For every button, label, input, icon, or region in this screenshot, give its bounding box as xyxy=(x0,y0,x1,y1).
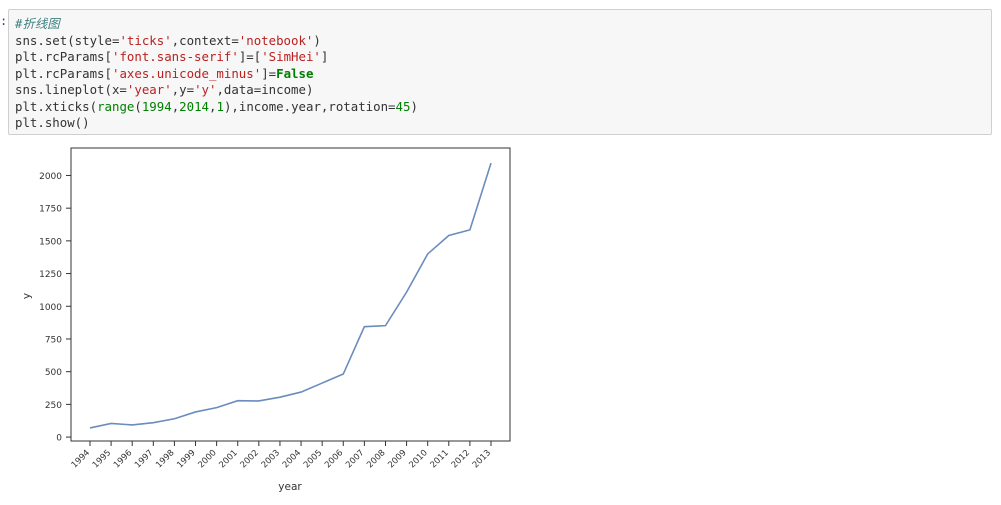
x-tick-label: 1995 xyxy=(91,448,113,470)
code-token: range xyxy=(97,98,135,114)
code-line: plt.rcParams['font.sans-serif']=['SimHei… xyxy=(15,49,991,66)
y-tick-label: 1500 xyxy=(39,237,62,247)
code-token: ] xyxy=(320,49,329,64)
code-token: #折线图 xyxy=(15,16,60,31)
x-tick-label: 2006 xyxy=(323,448,345,470)
code-token: ]= xyxy=(261,65,277,81)
y-tick-label: 500 xyxy=(45,368,62,378)
cell-prompt: : xyxy=(0,14,8,28)
x-tick-label: 1999 xyxy=(175,448,197,470)
code-token: ,context= xyxy=(171,32,239,48)
code-line: #折线图 xyxy=(15,16,991,33)
code-token: , xyxy=(171,98,180,114)
x-axis-label: year xyxy=(278,481,302,493)
code-token: plt.rcParams[ xyxy=(15,65,112,81)
code-token: 'font.sans-serif' xyxy=(111,49,239,64)
code-token: ) xyxy=(410,98,418,114)
axes-frame xyxy=(70,147,511,442)
y-tick-label: 1000 xyxy=(39,303,62,313)
code-token: ( xyxy=(134,98,142,114)
x-tick-label: 2002 xyxy=(239,448,261,470)
code-token: , xyxy=(209,98,217,114)
x-tick-label: 2004 xyxy=(281,448,303,470)
x-tick-label: 2001 xyxy=(217,448,239,470)
x-tick-label: 1997 xyxy=(133,448,155,470)
output-area: 0 250 500 750 1000 1250 1500 1750 2000 1994 1995 1… xyxy=(0,140,540,501)
x-axis-ticks: 1994199519961997199819992000200120022003… xyxy=(70,441,493,470)
code-token: 1994 xyxy=(141,98,172,114)
x-tick-label: 1996 xyxy=(112,448,134,470)
code-token: ,y= xyxy=(171,82,195,97)
code-token: 2014 xyxy=(179,98,209,114)
code-token: plt.xticks( xyxy=(15,98,98,114)
code-token: 1 xyxy=(216,98,224,114)
x-tick-label: 2007 xyxy=(344,448,366,470)
code-token: plt.rcParams[ xyxy=(15,49,112,64)
x-tick-label: 2009 xyxy=(386,448,408,470)
code-token: 45 xyxy=(395,98,411,114)
code-token: plt.show() xyxy=(15,115,90,130)
x-tick-label: 2011 xyxy=(429,448,451,470)
code-token: ]=[ xyxy=(238,49,262,64)
code-token: 'year' xyxy=(126,82,172,97)
code-cell[interactable]: #折线图 sns.set(style='ticks',context='noteb… xyxy=(8,9,992,135)
x-tick-label: 2012 xyxy=(450,448,472,470)
code-token: sns.lineplot(x= xyxy=(15,82,127,97)
code-token: 'SimHei' xyxy=(261,49,321,64)
y-tick-label: 250 xyxy=(45,401,62,411)
x-tick-label: 2005 xyxy=(302,448,324,470)
code-line: sns.set(style='ticks',context='notebook'… xyxy=(15,33,991,50)
code-token: 'ticks' xyxy=(119,32,172,48)
y-tick-label: 2000 xyxy=(39,172,62,182)
code-line: sns.lineplot(x='year',y='y',data=income) xyxy=(15,82,991,99)
y-tick-label: 1750 xyxy=(39,205,62,215)
x-tick-label: 1998 xyxy=(154,448,176,470)
code-line: plt.show() xyxy=(15,115,991,132)
x-tick-label: 1994 xyxy=(70,448,92,470)
x-tick-label: 2000 xyxy=(196,448,218,470)
y-axis-ticks: 0 250 500 750 1000 1250 1500 1750 2000 xyxy=(39,172,71,444)
x-tick-label: 2003 xyxy=(260,448,282,470)
y-axis-label: y xyxy=(21,293,33,299)
y-tick-label: 1250 xyxy=(39,270,62,280)
code-token: False xyxy=(276,65,314,81)
y-tick-label: 0 xyxy=(56,434,62,444)
code-token: ),income.year,rotation= xyxy=(223,98,396,114)
code-token: ) xyxy=(313,32,321,48)
code-token: 'axes.unicode_minus' xyxy=(111,65,262,81)
x-tick-label: 2013 xyxy=(471,448,493,470)
code-token: sns.set(style= xyxy=(15,32,120,48)
series-line xyxy=(89,162,492,429)
code-token: 'y' xyxy=(194,82,217,97)
x-tick-label: 2010 xyxy=(407,448,429,470)
code-line: plt.rcParams['axes.unicode_minus']=False xyxy=(15,66,991,83)
y-tick-label: 750 xyxy=(45,335,62,345)
code-token: ,data=income) xyxy=(216,82,314,97)
code-token: 'notebook' xyxy=(238,32,314,48)
code-line: plt.xticks(range(1994,2014,1),income.yea… xyxy=(15,99,991,116)
x-tick-label: 2008 xyxy=(365,448,387,470)
